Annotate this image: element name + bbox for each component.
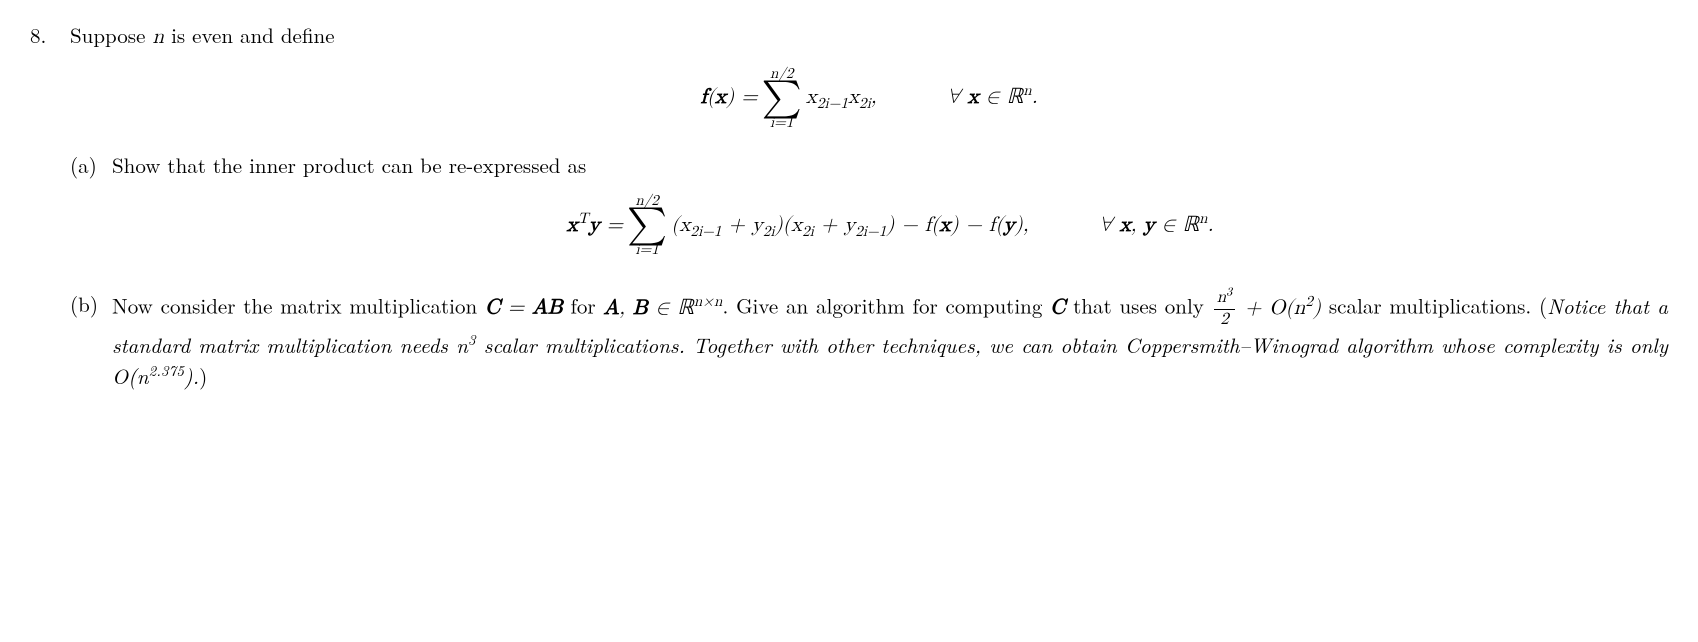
part-a-label: (a) xyxy=(70,150,112,182)
part-b-body: Now consider the matrix multiplication C… xyxy=(112,289,1668,392)
b-eqsign: = xyxy=(500,298,532,319)
intro-prefix: Suppose xyxy=(70,20,152,50)
problem-body: Suppose n is even and define f(x) = n/2 … xyxy=(70,20,1668,393)
eq2-summand: (x2i−1 + y2i)(x2i + y2i−1) − f(x) − f(y)… xyxy=(671,210,1028,242)
problem-intro: Suppose n is even and define xyxy=(70,20,1668,54)
b-text4: scalar multiplications. ( xyxy=(1321,291,1547,321)
b-for: for xyxy=(563,291,604,321)
problem-8: 8. Suppose n is even and define f(x) = n… xyxy=(30,20,1668,393)
frac-den: 2 xyxy=(1217,310,1232,330)
b-text5: ) xyxy=(199,361,207,391)
part-b-label: (b) xyxy=(70,289,112,321)
equation-xty: xTy = n/2 ∑ i=1 (x2i−1 + y2i)(x2i + y2i−… xyxy=(112,193,1668,257)
part-b: (b) Now consider the matrix multiplicati… xyxy=(70,289,1668,392)
intro-var: n xyxy=(152,27,164,48)
part-a-text: Show that the inner product can be re-ex… xyxy=(112,150,1668,182)
b-text3: that uses only xyxy=(1065,291,1211,321)
eq2-sum: n/2 ∑ i=1 xyxy=(627,193,667,257)
eq1-forall: ∀ x ∈ ℝn. xyxy=(947,81,1038,114)
sigma-icon: ∑ xyxy=(627,208,667,242)
part-a-body: Show that the inner product can be re-ex… xyxy=(112,150,1668,278)
b-frac: n32 xyxy=(1214,289,1236,329)
b-plusO: + O(n2) xyxy=(1237,298,1321,319)
eq1-summand: x2i−1x2i, xyxy=(806,82,877,114)
b-ABin: A, B ∈ ℝn×n xyxy=(603,298,722,319)
eq2-forall: ∀ x, y ∈ ℝn. xyxy=(1099,209,1214,242)
part-a: (a) Show that the inner product can be r… xyxy=(70,150,1668,278)
equation-fx: f(x) = n/2 ∑ i=1 x2i−1x2i, ∀ x ∈ ℝn. xyxy=(70,66,1668,130)
eq1-lhs: f(x) = xyxy=(700,82,757,114)
b-C2: C xyxy=(1050,298,1065,319)
eq1-sum-lower: i=1 xyxy=(770,115,793,130)
b-text2: . Give an algorithm for computing xyxy=(722,291,1050,321)
sigma-icon: ∑ xyxy=(762,81,802,115)
eq1-sum: n/2 ∑ i=1 xyxy=(762,66,802,130)
problem-number: 8. xyxy=(30,20,70,52)
b-text1: Now consider the matrix multiplication xyxy=(112,291,485,321)
b-C: C xyxy=(485,298,500,319)
frac-num: n3 xyxy=(1214,289,1236,310)
eq2-sum-lower: i=1 xyxy=(635,242,658,257)
eq2-lhs: xTy = xyxy=(567,210,623,242)
intro-suffix: is even and define xyxy=(164,20,334,50)
b-AB: AB xyxy=(532,298,563,319)
